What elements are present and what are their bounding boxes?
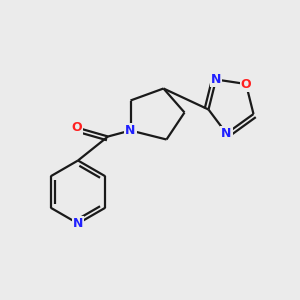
Text: N: N — [211, 73, 221, 86]
Text: N: N — [73, 217, 83, 230]
Text: O: O — [71, 121, 82, 134]
Text: O: O — [241, 77, 251, 91]
Text: N: N — [125, 124, 136, 137]
Text: N: N — [221, 127, 232, 140]
